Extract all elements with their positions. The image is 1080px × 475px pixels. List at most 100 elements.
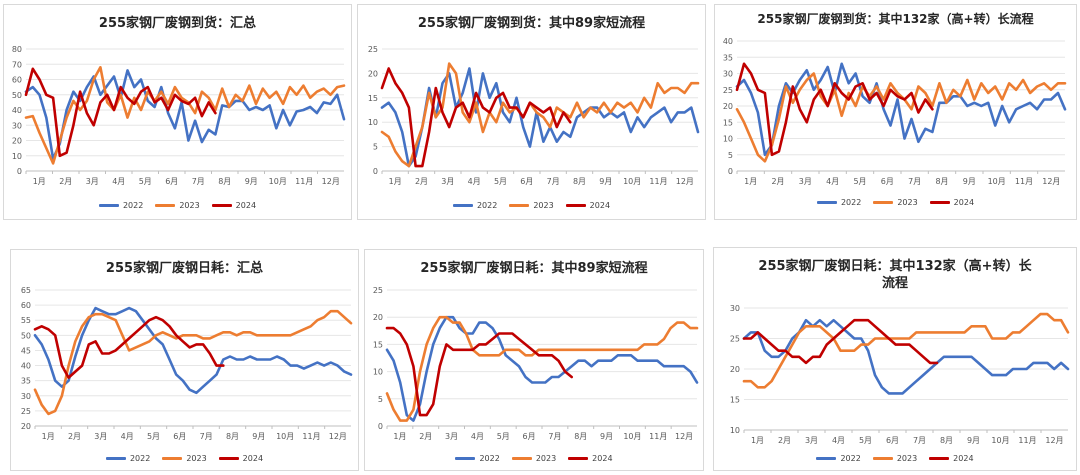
x-tick-label: 6月 xyxy=(520,177,533,186)
chart-title: 255家钢厂废钢到货：其中132家（高+转）长流程 xyxy=(757,12,1034,26)
x-tick-label: 10月 xyxy=(623,177,641,186)
x-tick-label: 5月 xyxy=(859,436,872,445)
x-tick-label: 9月 xyxy=(967,436,980,445)
x-tick-label: 1月 xyxy=(744,177,757,186)
y-tick-label: 20 xyxy=(723,102,733,111)
x-tick-label: 5月 xyxy=(494,177,507,186)
legend-item-2024: 2024 xyxy=(929,454,974,463)
chart-panel-arrival-short-process: 255家钢厂废钢到货：其中89家短流程 0 5 10 15 20 25 1月 2月 3月 4月 5月… xyxy=(357,4,706,220)
x-tick-label: 7月 xyxy=(908,177,921,186)
y-tick-label: 10 xyxy=(368,118,378,127)
y-tick-label: 10 xyxy=(12,152,22,161)
x-tick-label: 7月 xyxy=(192,177,205,186)
x-tick-label: 2月 xyxy=(778,436,791,445)
x-tick-label: 2月 xyxy=(59,177,72,186)
legend-item-2022: 2022 xyxy=(98,201,143,210)
x-tick-label: 3月 xyxy=(445,432,458,441)
y-tick-label: 5 xyxy=(378,395,383,404)
x-tick-label: 5月 xyxy=(853,177,866,186)
x-tick-label: 8月 xyxy=(573,177,586,186)
y-tick-label: 15 xyxy=(723,118,733,127)
chart-svg: 10 15 20 25 30 1月 2月 3月 4月 5月 6月 7月 8月 9月 10月 11月 12月 xyxy=(730,304,1070,445)
y-tick-label: 10 xyxy=(373,368,383,377)
x-tick-label: 8月 xyxy=(218,177,231,186)
x-tick-label: 11月 xyxy=(649,177,667,186)
series-line-2022 xyxy=(380,67,700,168)
series-line-2022 xyxy=(385,315,699,422)
x-tick-label: 3月 xyxy=(441,177,454,186)
x-tick-label: 3月 xyxy=(94,432,107,441)
chart-panel-consumption-long-process: 255家钢厂废钢日耗：其中132家（高+转）长流程 10 15 20 25 30 1月 2月… xyxy=(713,247,1077,471)
chart-legend: 2022 2023 2024 xyxy=(365,454,703,463)
x-tick-label: 7月 xyxy=(548,432,561,441)
x-tick-label: 12月 xyxy=(1045,436,1063,445)
legend-item-2023: 2023 xyxy=(511,454,556,463)
legend-item-2023: 2023 xyxy=(162,454,207,463)
y-tick-label: 20 xyxy=(21,422,31,431)
y-tick-label: 70 xyxy=(12,60,22,69)
chart-panel-consumption-total: 255家钢厂废钢日耗：汇总 20 25 30 35 40 45 50 55 60 65 1月 2月 3月… xyxy=(10,249,359,471)
y-tick-label: 25 xyxy=(373,286,383,295)
x-tick-label: 4月 xyxy=(471,432,484,441)
y-tick-label: 20 xyxy=(12,137,22,146)
x-tick-label: 12月 xyxy=(676,177,694,186)
y-tick-label: 60 xyxy=(12,76,22,85)
x-tick-label: 6月 xyxy=(886,436,899,445)
y-tick-label: 30 xyxy=(723,70,733,79)
legend-item-2022: 2022 xyxy=(816,454,861,463)
x-tick-label: 4月 xyxy=(121,432,134,441)
y-tick-label: 10 xyxy=(730,426,740,435)
y-tick-label: 0 xyxy=(17,167,22,176)
y-tick-label: 25 xyxy=(723,86,733,95)
x-tick-label: 11月 xyxy=(295,177,313,186)
x-tick-label: 6月 xyxy=(165,177,178,186)
x-tick-label: 8月 xyxy=(574,432,587,441)
x-tick-label: 4月 xyxy=(832,436,845,445)
x-tick-label: 9月 xyxy=(963,177,976,186)
chart-svg: 0 5 10 15 20 25 1月 2月 3月 4月 5月 6月 7月 8月 9月 10月 11月 12月 xyxy=(373,286,699,441)
y-tick-label: 5 xyxy=(728,151,733,160)
legend-item-2023: 2023 xyxy=(155,201,200,210)
chart-legend: 2022 2023 2024 xyxy=(715,198,1076,207)
chart-title: 255家钢厂废钢到货：汇总 xyxy=(98,16,257,31)
chart-svg: 0 5 10 15 20 25 30 35 40 1月 2月 3月 4月 5月 6月 7月 8月 9月 10月 11月… xyxy=(723,37,1067,186)
x-tick-label: 9月 xyxy=(252,432,265,441)
y-tick-label: 20 xyxy=(730,365,740,374)
x-tick-label: 9月 xyxy=(599,177,612,186)
chart-legend: 2022 2023 2024 xyxy=(358,201,705,210)
y-tick-label: 0 xyxy=(373,167,378,176)
y-tick-label: 20 xyxy=(368,69,378,78)
x-tick-label: 10月 xyxy=(988,177,1006,186)
x-tick-label: 5月 xyxy=(497,432,510,441)
series-line-2024 xyxy=(380,67,572,168)
y-tick-label: 5 xyxy=(373,143,378,152)
y-tick-label: 60 xyxy=(21,301,31,310)
x-tick-label: 1月 xyxy=(389,177,402,186)
y-tick-label: 0 xyxy=(378,422,383,431)
x-tick-label: 1月 xyxy=(33,177,46,186)
x-tick-label: 5月 xyxy=(139,177,152,186)
x-tick-label: 7月 xyxy=(547,177,560,186)
x-tick-label: 12月 xyxy=(322,177,340,186)
legend-item-2023: 2023 xyxy=(872,454,917,463)
chart-svg: 0 10 20 30 40 50 60 70 80 1月 2月 3月 4月 5月 6月 7月 8月 9月 10月 11… xyxy=(12,45,346,186)
chart-title: 255家钢厂废钢日耗：其中132家（高+转）长流程 xyxy=(758,259,1032,291)
y-tick-label: 40 xyxy=(21,362,31,371)
x-tick-label: 4月 xyxy=(826,177,839,186)
y-tick-label: 35 xyxy=(21,377,31,386)
x-tick-label: 10月 xyxy=(276,432,294,441)
x-tick-label: 2月 xyxy=(419,432,432,441)
series-line-2023 xyxy=(380,62,700,168)
x-tick-label: 8月 xyxy=(935,177,948,186)
legend-item-2024: 2024 xyxy=(568,454,613,463)
x-tick-label: 1月 xyxy=(751,436,764,445)
x-tick-label: 9月 xyxy=(600,432,613,441)
chart-title: 255家钢厂废钢日耗：汇总 xyxy=(105,261,264,276)
x-tick-label: 10月 xyxy=(269,177,287,186)
x-tick-label: 11月 xyxy=(1015,177,1033,186)
y-tick-label: 15 xyxy=(730,396,740,405)
x-tick-label: 6月 xyxy=(173,432,186,441)
y-tick-label: 25 xyxy=(368,45,378,54)
legend-item-2022: 2022 xyxy=(455,454,500,463)
legend-item-2023: 2023 xyxy=(509,201,554,210)
